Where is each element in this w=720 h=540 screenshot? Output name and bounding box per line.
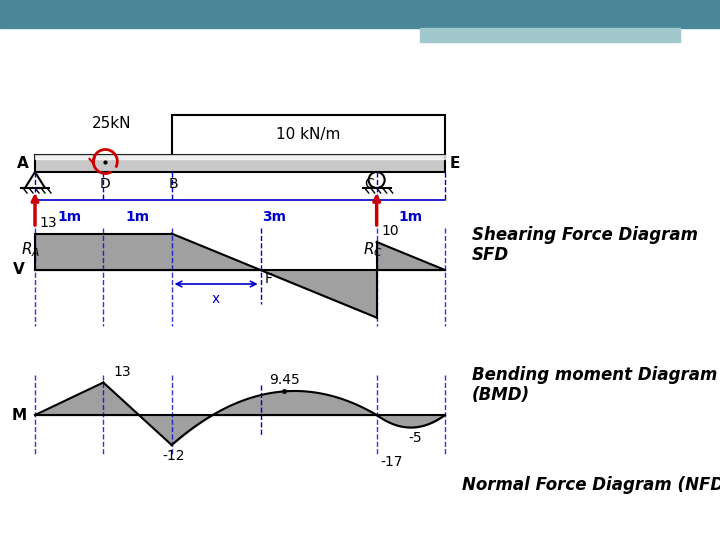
Text: 10 kN/m: 10 kN/m — [276, 127, 341, 143]
Text: 1m: 1m — [125, 210, 150, 224]
Text: 1m: 1m — [399, 210, 423, 224]
Circle shape — [369, 172, 384, 188]
Text: Normal Force Diagram (NFD): Normal Force Diagram (NFD) — [462, 476, 720, 494]
Text: x: x — [212, 292, 220, 306]
Text: 3m: 3m — [262, 210, 286, 224]
Text: $R_C$: $R_C$ — [363, 240, 382, 259]
Text: M: M — [12, 408, 27, 422]
Text: 10: 10 — [382, 224, 400, 238]
Text: E: E — [450, 156, 460, 171]
Text: B: B — [169, 177, 179, 191]
Text: Bending moment Diagram
(BMD): Bending moment Diagram (BMD) — [472, 366, 717, 404]
Text: D: D — [100, 177, 111, 191]
Text: 1m: 1m — [57, 210, 81, 224]
Text: Shearing Force Diagram
SFD: Shearing Force Diagram SFD — [472, 226, 698, 265]
Text: -12: -12 — [163, 449, 185, 463]
Text: V: V — [13, 262, 25, 278]
Text: 13: 13 — [39, 215, 57, 230]
Text: A: A — [17, 156, 29, 171]
Text: C: C — [364, 177, 374, 191]
Polygon shape — [35, 155, 445, 172]
Text: 9.45: 9.45 — [269, 373, 300, 387]
Text: -5: -5 — [408, 431, 422, 446]
Text: -17: -17 — [381, 455, 403, 469]
Text: F: F — [264, 272, 272, 286]
Polygon shape — [25, 172, 45, 188]
Polygon shape — [171, 115, 445, 155]
Text: $R_A$: $R_A$ — [22, 240, 40, 259]
Text: 25kN: 25kN — [91, 116, 131, 131]
Text: 13: 13 — [113, 364, 131, 379]
